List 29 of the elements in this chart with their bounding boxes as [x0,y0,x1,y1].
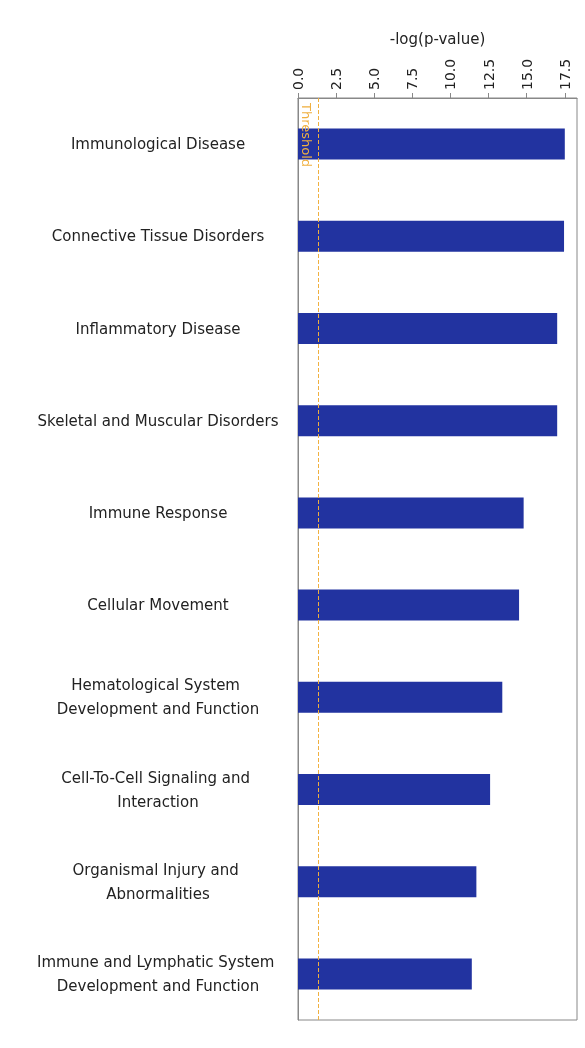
y-tick-label: Cell-To-Cell Signaling and Interaction [61,768,255,811]
x-tick-label: 12.5 [480,58,497,90]
y-tick-label: Hematological System Development and Function [56,676,260,719]
y-tick-label: Immune and Lymphatic System Development and Function [36,952,280,995]
y-tick-label: Organismal Injury and Abnormalities [72,860,244,903]
bar [298,220,565,252]
bar [298,497,524,529]
x-tick-label: 0.0 [290,67,306,90]
bar [298,589,520,621]
bar [298,313,558,344]
bar [298,681,503,713]
x-tick-label: 10.0 [442,58,459,90]
y-tick-label: Immune Response [88,503,228,522]
x-tick-label: 7.5 [404,67,421,90]
bar [298,405,558,437]
x-tick-label: 2.5 [328,67,345,90]
x-tick-label: 17.5 [556,58,573,90]
y-tick-label: Skeletal and Muscular Disorders [37,411,279,430]
x-tick-label: 15.0 [518,58,535,90]
bar [298,866,477,898]
y-tick-label: Immunological Disease [70,135,246,154]
bar [298,958,472,990]
y-tick-label: Connective Tissue Disorders [51,227,265,246]
bar [298,774,491,805]
y-tick-label: Inflammatory Disease [75,319,241,338]
ref-line-label: Threshold [298,102,314,168]
y-tick-label: Cellular Movement [87,596,229,615]
x-axis-title: -log(p-value) [389,29,486,48]
x-tick-label: 5.0 [366,67,383,90]
